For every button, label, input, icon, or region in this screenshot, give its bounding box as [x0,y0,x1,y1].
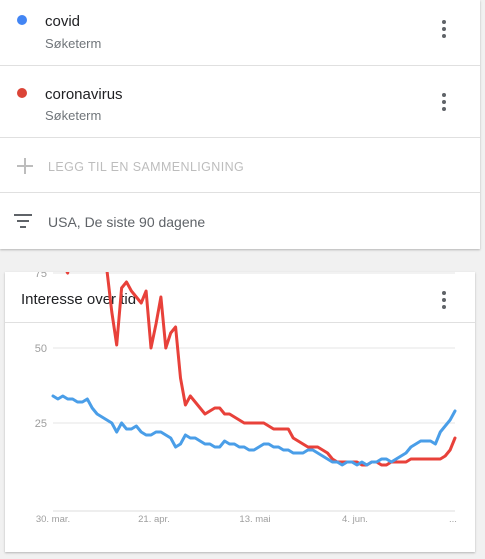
term-name[interactable]: coronavirus [45,86,123,103]
term-row-covid[interactable]: covid Søketerm [0,0,480,66]
x-tick-label: 4. jun. [342,514,368,525]
y-tick-label: 50 [35,343,47,355]
x-tick-label: ... [449,514,457,525]
term-color-dot [17,15,27,25]
y-tick-label: 75 [35,272,47,280]
region-time-filter[interactable]: USA, De siste 90 dagene [0,194,480,249]
search-terms-card: covid Søketerm coronavirus Søketerm LEGG… [0,0,480,249]
filter-label: USA, De siste 90 dagene [48,214,206,230]
more-vert-icon[interactable] [437,93,451,113]
term-subtitle: Søketerm [45,36,102,51]
term-subtitle: Søketerm [45,108,102,123]
add-comparison-label: LEGG TIL EN SAMMENLIGNING [48,160,245,174]
y-tick-label: 25 [35,418,47,430]
card-divider [5,322,475,323]
term-name[interactable]: covid [45,13,81,30]
x-tick-label: 13. mai [239,514,270,525]
term-color-dot [17,88,27,98]
x-tick-label: 30. mar. [36,514,70,525]
interest-over-time-card: Interesse over tid 25507510030. mar.21. … [5,272,475,552]
more-vert-icon[interactable] [437,291,451,311]
x-tick-label: 21. apr. [138,514,170,525]
term-row-coronavirus[interactable]: coronavirus Søketerm [0,66,480,138]
more-vert-icon[interactable] [437,20,451,40]
chart-card-title: Interesse over tid [21,291,137,308]
add-comparison-button[interactable]: LEGG TIL EN SAMMENLIGNING [0,138,480,193]
filter-list-icon [14,214,32,228]
series-line-covid [51,394,457,467]
series-line-coronavirus [65,272,457,467]
plus-icon [17,158,33,174]
